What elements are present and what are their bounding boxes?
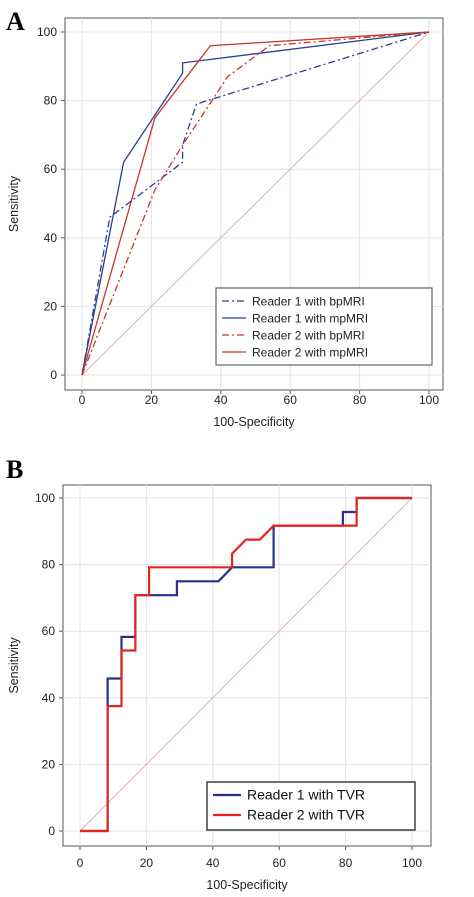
panel-a-chart: A 0 20 40 60 80 100 0 20 40 60 80 100 100-Specificity…: [6, 7, 444, 429]
legend-box: [215, 287, 433, 366]
y-tick-label: 80: [42, 558, 56, 572]
legend-entry: Reader 1 with bpMRI: [252, 295, 365, 309]
plot-frame: [62, 484, 432, 847]
x-tick-label: 80: [339, 856, 353, 870]
series-line-1: [80, 496, 412, 833]
legend-entry: Reader 2 with bpMRI: [252, 329, 365, 343]
legend-entry: Reader 1 with TVR: [247, 787, 365, 803]
y-tick-label: 60: [44, 162, 58, 176]
y-tick-label: 60: [42, 624, 56, 638]
legend-box: [206, 781, 416, 831]
x-tick-label: 60: [273, 856, 287, 870]
legend-entry: Reader 1 with mpMRI: [252, 312, 368, 326]
y-tick-label: 20: [44, 299, 58, 313]
reference-diagonal: [79, 497, 413, 832]
x-tick-label: 0: [77, 856, 84, 870]
series-line-2: [81, 31, 430, 376]
panel-letter: B: [6, 455, 23, 484]
x-axis-label: 100-Specificity: [213, 415, 295, 429]
y-axis-label: Sensitivity: [7, 637, 21, 694]
legend: Reader 1 with bpMRI Reader 1 with mpMRI Re…: [215, 287, 433, 366]
y-tick-label: 40: [42, 691, 56, 705]
y-tick-label: 0: [50, 368, 57, 382]
y-axis-label: Sensitivity: [7, 175, 21, 232]
x-tick-label: 100: [402, 856, 422, 870]
x-tick-label: 40: [214, 393, 228, 407]
legend-entry: Reader 2 with TVR: [247, 807, 365, 823]
y-tick-label: 80: [44, 94, 58, 108]
x-axis-label: 100-Specificity: [206, 878, 288, 892]
y-tick-label: 100: [35, 491, 55, 505]
legend-entry: Reader 2 with mpMRI: [252, 346, 368, 360]
x-tick-label: 80: [353, 393, 367, 407]
series-line-1: [81, 31, 430, 376]
y-tick-label: 0: [48, 824, 55, 838]
legend: Reader 1 with TVR Reader 2 with TVR: [206, 781, 416, 831]
x-tick-label: 0: [79, 393, 86, 407]
series-line-3: [81, 31, 430, 376]
x-tick-label: 100: [419, 393, 439, 407]
reference-diagonal: [81, 31, 430, 376]
plot-frame: [64, 17, 444, 391]
y-tick-label: 20: [42, 757, 56, 771]
series-line-2: [80, 496, 412, 833]
series-line-4: [81, 31, 430, 376]
panel-letter: A: [6, 7, 25, 36]
x-tick-label: 40: [206, 856, 220, 870]
x-tick-label: 20: [140, 856, 154, 870]
x-tick-label: 20: [145, 393, 159, 407]
x-tick-label: 60: [284, 393, 298, 407]
y-tick-label: 100: [37, 25, 57, 39]
panel-b-chart: B 0 20 40 60 80 100 0 20 40 60 80 100 100-Specificity…: [6, 455, 432, 892]
y-tick-label: 40: [44, 231, 58, 245]
